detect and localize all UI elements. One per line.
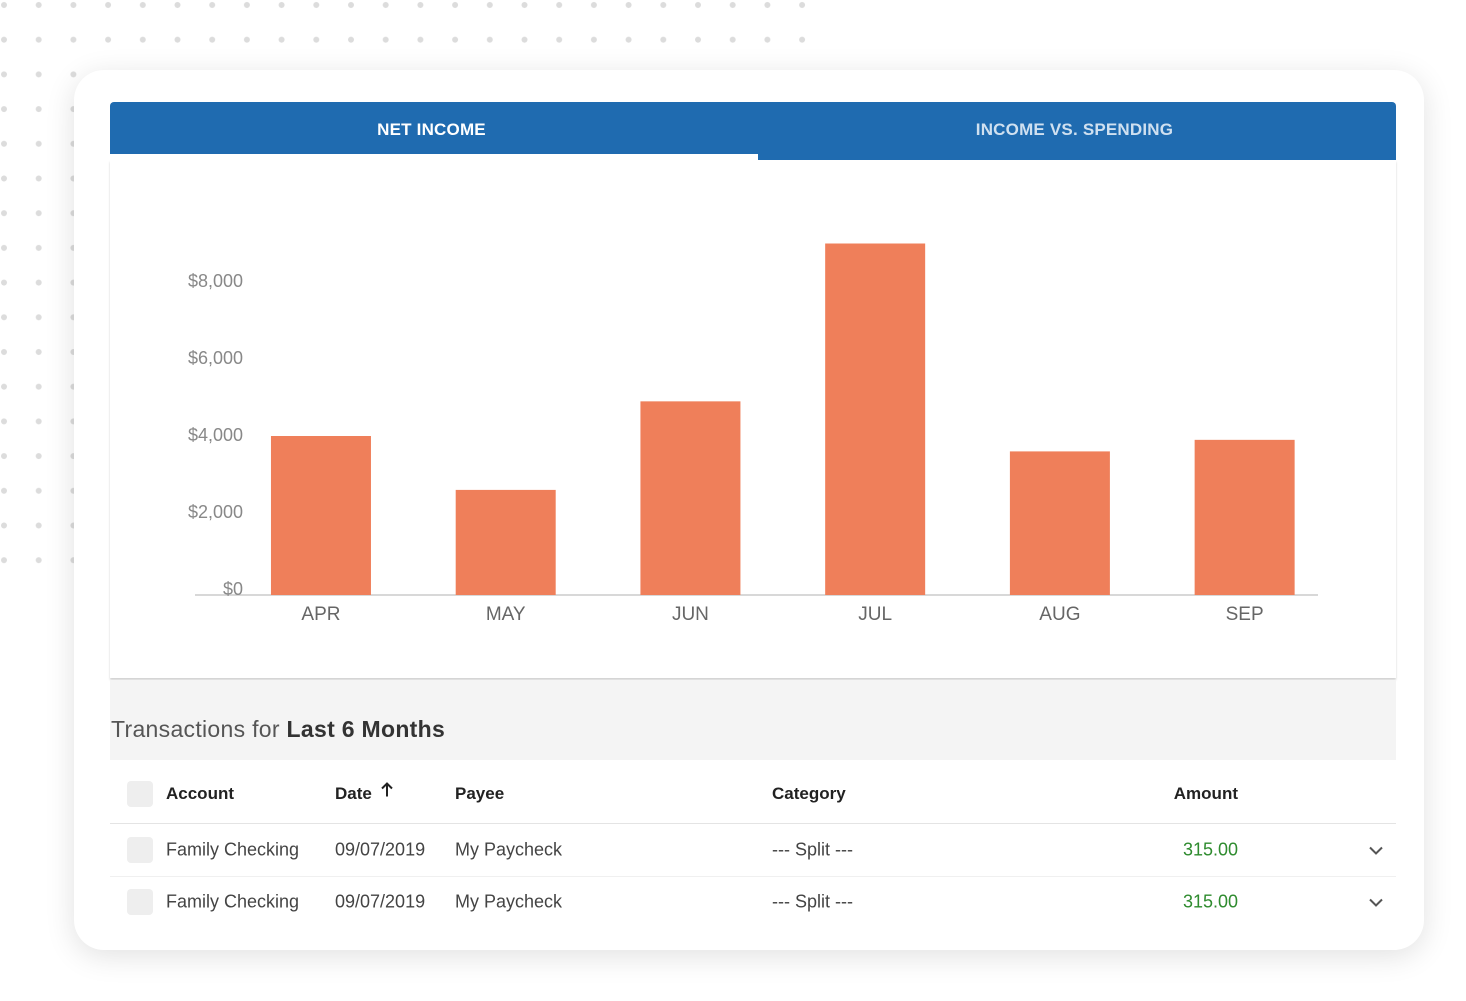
x-tick-label: SEP: [1226, 604, 1264, 625]
table-cell: My Paycheck: [455, 839, 563, 860]
sort-arrow[interactable]: [380, 782, 394, 803]
table-cell: 315.00: [1182, 891, 1238, 912]
table-cell: --- Split ---: [772, 839, 853, 860]
y-tick-label: $6,000: [188, 348, 243, 368]
header-checkbox[interactable]: [127, 781, 153, 807]
table-cell: --- Split ---: [772, 891, 853, 912]
expand-chevron[interactable]: [1368, 840, 1384, 861]
x-tick-label: AUG: [1039, 604, 1080, 625]
row-divider: [110, 876, 1396, 877]
column-header[interactable]: Amount: [1173, 784, 1238, 803]
tab[interactable]: NET INCOME: [377, 120, 486, 139]
section-background: [110, 680, 1396, 760]
bar: [825, 243, 926, 595]
section-heading: Transactions for Last 6 Months: [111, 716, 445, 743]
bar: [455, 489, 556, 595]
bar: [270, 436, 371, 595]
row-divider: [110, 823, 1396, 824]
y-tick-label: $2,000: [188, 502, 243, 522]
x-tick-label: JUL: [858, 604, 892, 625]
transactions-table: Account Date Payee Category Amount Family Che…: [110, 760, 1396, 922]
tab[interactable]: INCOME VS. SPENDING: [975, 120, 1174, 139]
bar: [1194, 439, 1295, 595]
chart-panel: $0 $2,000 $4,000 $6,000 $8,000 APR MAY JUN JUL AU…: [110, 160, 1396, 678]
y-tick-label: $0: [223, 579, 243, 599]
x-tick-label: MAY: [486, 604, 526, 625]
x-tick-label: APR: [301, 604, 340, 625]
table-cell: 09/07/2019: [335, 891, 426, 912]
sort-icon: [381, 782, 393, 797]
bar: [640, 401, 741, 595]
column-header[interactable]: Category: [772, 784, 846, 803]
expand-chevron[interactable]: [1368, 892, 1384, 913]
table-cell: 315.00: [1182, 839, 1238, 860]
table-cell: Family Checking: [166, 891, 300, 912]
table-cell: Family Checking: [166, 839, 300, 860]
row-checkbox[interactable]: [127, 837, 153, 863]
x-tick-label: JUN: [672, 604, 709, 625]
tab-indicator: [110, 154, 758, 160]
column-header[interactable]: Account: [166, 784, 234, 803]
tab-bar: NET INCOME INCOME VS. SPENDING: [110, 102, 1396, 160]
row-checkbox[interactable]: [127, 889, 153, 915]
column-header[interactable]: Payee: [455, 784, 505, 803]
table-cell: 09/07/2019: [335, 839, 426, 860]
chevron-icon: [1369, 898, 1383, 907]
bar: [1009, 451, 1110, 595]
y-tick-label: $8,000: [188, 271, 243, 291]
table-cell: My Paycheck: [455, 891, 563, 912]
y-tick-label: $4,000: [188, 425, 243, 445]
heading-prefix: Transactions for: [111, 716, 280, 742]
chart: $0 $2,000 $4,000 $6,000 $8,000 APR MAY JUN JUL AU…: [188, 243, 1318, 625]
heading-period: Last 6 Months: [286, 716, 446, 742]
column-header[interactable]: Date: [335, 784, 372, 803]
chevron-icon: [1369, 846, 1383, 855]
